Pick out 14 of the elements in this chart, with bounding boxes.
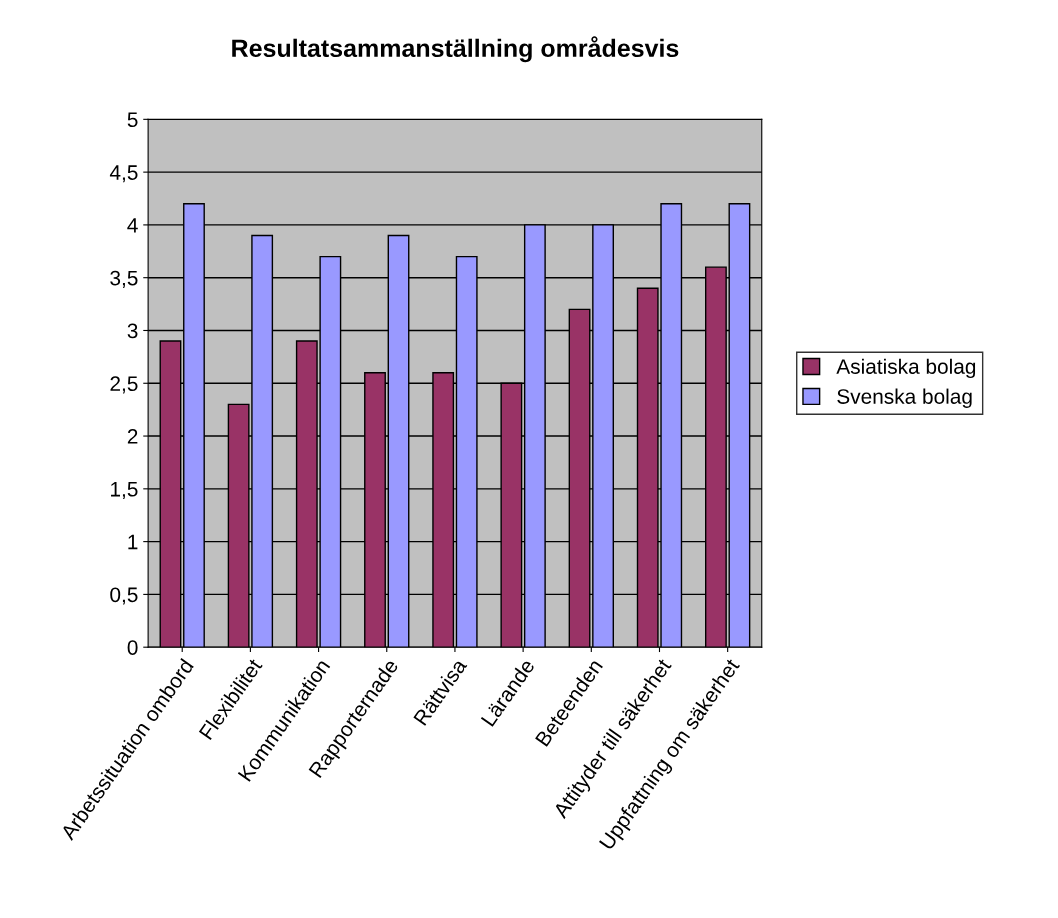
y-tick-label: 0 <box>127 640 138 655</box>
legend-label: Svenska bolag <box>837 388 972 408</box>
y-tick-label: 2 <box>127 429 138 444</box>
legend-label: Asiatiska bolag <box>836 358 976 379</box>
chart-title: Resultatsammanställning områdesvis <box>232 36 679 63</box>
y-tick-label: 0,5 <box>110 587 138 605</box>
y-tick-label: 4 <box>127 218 138 233</box>
y-tick-label: 3 <box>127 323 138 339</box>
y-tick-label: 4,5 <box>109 165 138 183</box>
y-tick-label: 3,5 <box>110 270 138 288</box>
y-tick-label: 2,5 <box>110 376 138 394</box>
y-tick-label: 1,5 <box>111 482 138 500</box>
y-tick-label: 1 <box>128 534 138 550</box>
y-tick-label: 5 <box>127 112 138 128</box>
